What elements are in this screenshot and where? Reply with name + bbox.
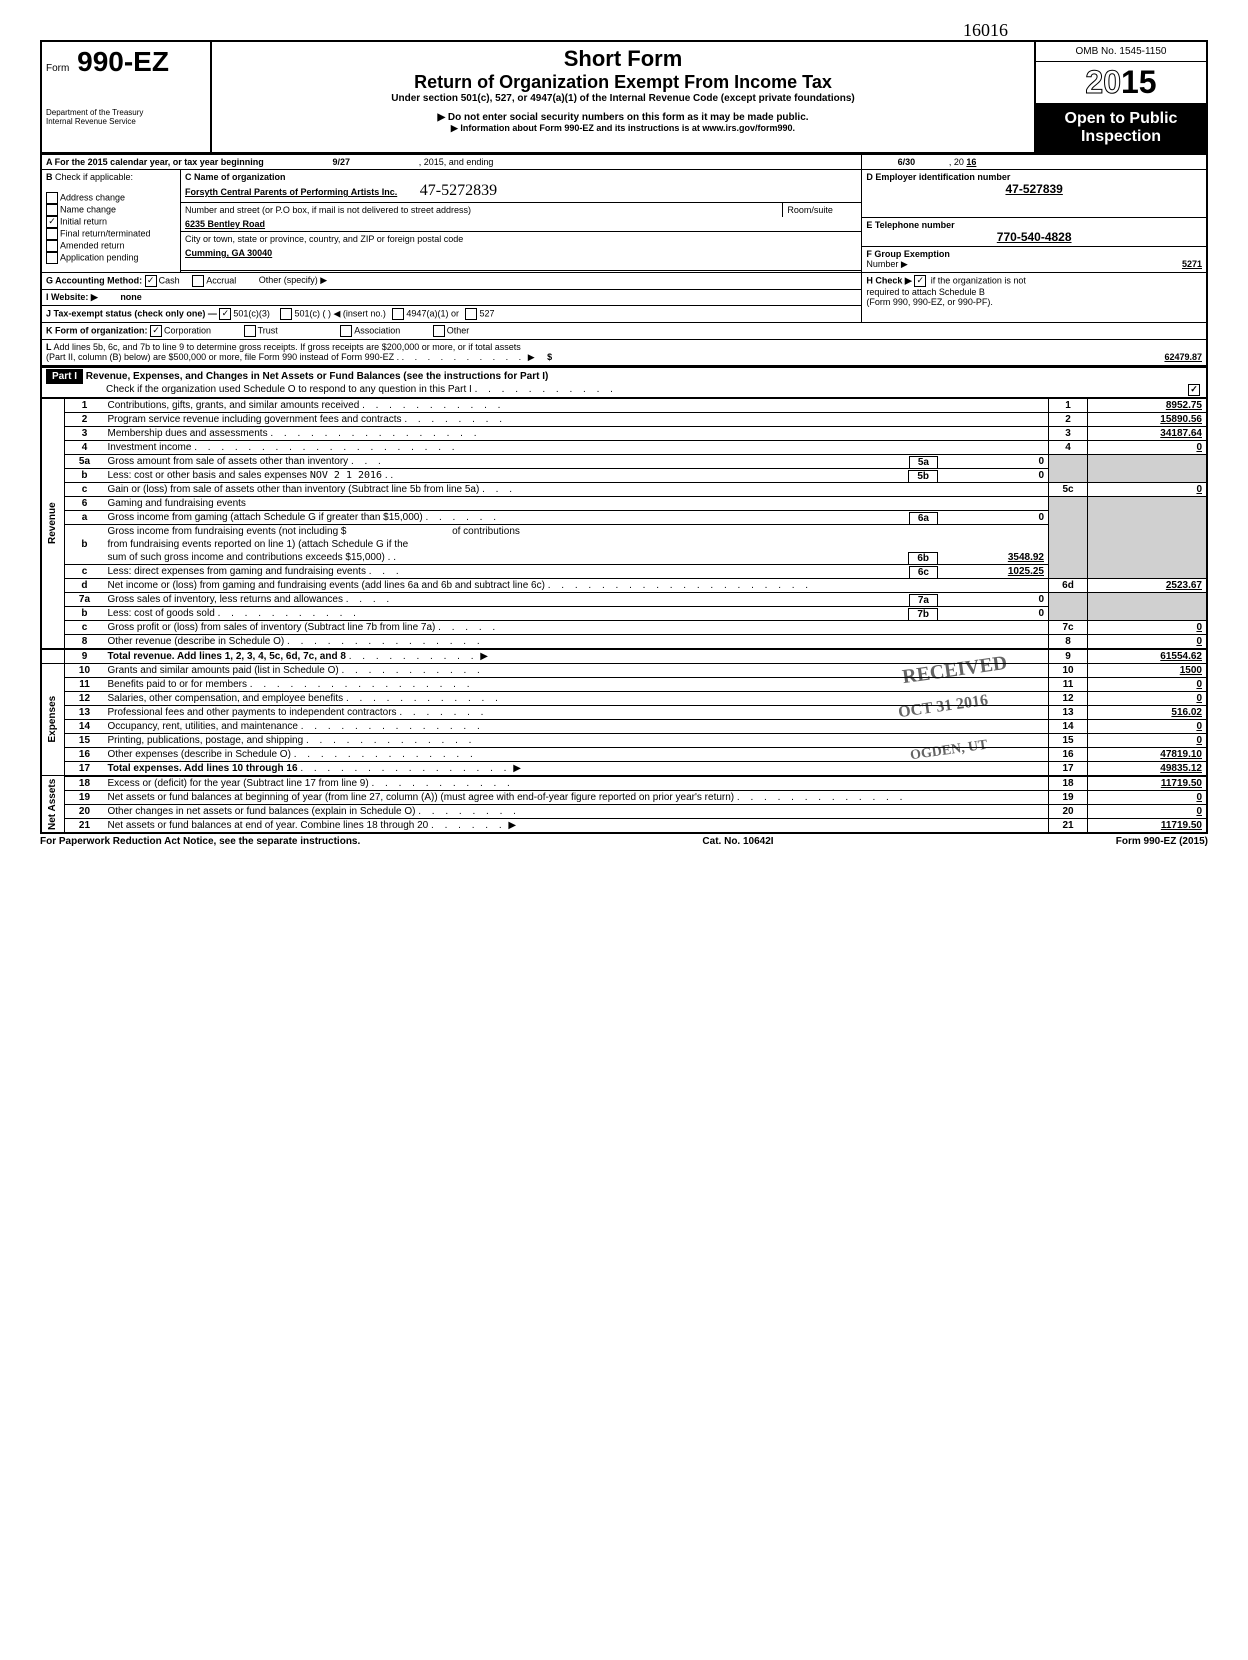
line11-amount: 0 [1088, 677, 1208, 691]
city: Cumming, GA 30040 [185, 248, 272, 258]
paperwork-notice: For Paperwork Reduction Act Notice, see … [40, 836, 360, 847]
line20-amount: 0 [1088, 804, 1208, 818]
line6d-amount: 2523.67 [1088, 578, 1208, 592]
line14-amount: 0 [1088, 719, 1208, 733]
check-501c[interactable] [280, 308, 292, 320]
check-final-return[interactable] [46, 228, 58, 240]
row-e-label: E Telephone number [866, 220, 954, 230]
ein: 47-527839 [866, 182, 1202, 196]
tax-year: 2015 [1036, 62, 1206, 104]
check-app-pending[interactable] [46, 252, 58, 264]
netassets-label: Net Assets [41, 776, 65, 833]
line10-amount: 1500 [1088, 663, 1208, 677]
line8-amount: 0 [1088, 634, 1208, 649]
row-l-label: L [46, 342, 52, 352]
check-schedule-o[interactable] [1188, 384, 1200, 396]
org-name: Forsyth Central Parents of Performing Ar… [185, 187, 397, 197]
check-name-change[interactable] [46, 204, 58, 216]
line19-amount: 0 [1088, 790, 1208, 804]
line5c-amount: 0 [1088, 482, 1208, 496]
row-a-label: A For the 2015 calendar year, or tax yea… [46, 157, 264, 167]
line7c-amount: 0 [1088, 620, 1208, 634]
room-suite-label: Room/suite [787, 205, 833, 215]
check-corp[interactable] [150, 325, 162, 337]
line15-amount: 0 [1088, 733, 1208, 747]
line6b-amount: 3548.92 [1008, 552, 1044, 563]
row-h-label: H Check ▶ [866, 275, 911, 285]
part1-check-text: Check if the organization used Schedule … [106, 384, 472, 395]
city-label: City or town, state or province, country… [185, 234, 463, 244]
check-amended[interactable] [46, 240, 58, 252]
line7b-amount: 0 [1038, 608, 1044, 619]
check-initial-return[interactable] [46, 216, 58, 228]
gross-receipts: 62479.87 [1164, 352, 1202, 362]
handwritten-number: 16016 [963, 20, 1008, 41]
form-ref: Form 990-EZ (2015) [1116, 836, 1208, 847]
row-c-label: C Name of organization [185, 172, 286, 182]
row-b-label: B [46, 172, 53, 182]
line2-amount: 15890.56 [1088, 412, 1208, 426]
line1-amount: 8952.75 [1088, 398, 1208, 413]
check-address-change[interactable] [46, 192, 58, 204]
line9-amount: 61554.62 [1088, 649, 1208, 664]
row-k-label: K Form of organization: [46, 325, 148, 335]
line12-amount: 0 [1088, 691, 1208, 705]
line13-amount: 516.02 [1088, 705, 1208, 719]
part1-title: Revenue, Expenses, and Changes in Net As… [86, 371, 549, 382]
row-d-label: D Employer identification number [866, 172, 1010, 182]
row-i-label: I [46, 292, 49, 302]
row-g-label: G Accounting Method: [46, 275, 142, 285]
line7a-amount: 0 [1038, 594, 1044, 605]
year-end-month: 6/30 [866, 157, 946, 167]
line6c-amount: 1025.25 [1008, 566, 1044, 577]
omb-number: OMB No. 1545-1150 [1036, 42, 1206, 62]
date-stamp: NOV 2 1 2016 [310, 470, 382, 481]
expenses-label: Expenses [41, 663, 65, 776]
form-header: Form 990-EZ Department of the Treasury I… [40, 40, 1208, 154]
line5a-amount: 0 [1038, 456, 1044, 467]
line3-amount: 34187.64 [1088, 426, 1208, 440]
form-number: Form 990-EZ [46, 46, 206, 78]
check-accrual[interactable] [192, 275, 204, 287]
row-f-label: F Group Exemption [866, 249, 950, 259]
cat-no: Cat. No. 10642I [702, 836, 773, 847]
line6a-amount: 0 [1038, 512, 1044, 523]
check-other-form[interactable] [433, 325, 445, 337]
line18-amount: 11719.50 [1088, 776, 1208, 791]
check-4947[interactable] [392, 308, 404, 320]
part1-table: Part I Revenue, Expenses, and Changes in… [40, 367, 1208, 834]
revenue-label: Revenue [41, 398, 65, 649]
do-not-enter: ▶ Do not enter social security numbers o… [220, 112, 1026, 123]
number-street-label: Number and street (or P.O box, if mail i… [185, 205, 471, 215]
phone: 770-540-4828 [866, 230, 1202, 244]
check-501c3[interactable] [219, 308, 231, 320]
dept-treasury: Department of the Treasury [46, 108, 206, 117]
short-form-title: Short Form [220, 46, 1026, 72]
irs-label: Internal Revenue Service [46, 117, 206, 126]
check-cash[interactable] [145, 275, 157, 287]
check-527[interactable] [465, 308, 477, 320]
address: 6235 Bentley Road [185, 219, 265, 229]
line21-amount: 11719.50 [1088, 818, 1208, 833]
line16-amount: 47819.10 [1088, 747, 1208, 761]
line5b-amount: 0 [1038, 470, 1044, 481]
website: none [120, 292, 142, 302]
check-assoc[interactable] [340, 325, 352, 337]
check-schedule-b[interactable] [914, 275, 926, 287]
return-title: Return of Organization Exempt From Incom… [220, 72, 1026, 93]
under-section: Under section 501(c), 527, or 4947(a)(1)… [220, 93, 1026, 104]
ein-handwritten: 47-5272839 [420, 182, 497, 199]
year-end: 16 [966, 157, 976, 167]
group-exemption: 5271 [1182, 259, 1202, 269]
check-trust[interactable] [244, 325, 256, 337]
footer: For Paperwork Reduction Act Notice, see … [40, 836, 1208, 847]
year-begin: 9/27 [266, 157, 416, 167]
part1-label: Part I [46, 369, 83, 384]
info-about: ▶ Information about Form 990-EZ and its … [220, 123, 1026, 134]
row-j-label: J Tax-exempt status (check only one) — [46, 308, 217, 318]
header-info-grid: A For the 2015 calendar year, or tax yea… [40, 154, 1208, 367]
line4-amount: 0 [1088, 440, 1208, 454]
line17-amount: 49835.12 [1088, 761, 1208, 776]
open-public: Open to Public Inspection [1036, 104, 1206, 152]
